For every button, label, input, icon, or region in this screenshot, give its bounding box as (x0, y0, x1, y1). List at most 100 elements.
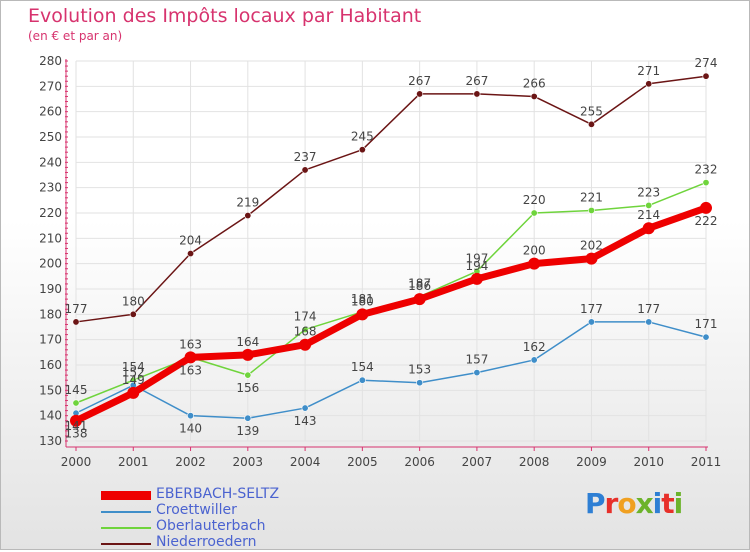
logo-letter: i (673, 487, 684, 520)
data-label: 255 (580, 104, 603, 118)
data-point (700, 201, 712, 214)
x-tick-label: 2007 (462, 455, 493, 469)
data-point (244, 212, 252, 220)
data-label: 163 (179, 337, 202, 351)
data-point (587, 206, 595, 214)
data-label: 138 (65, 427, 88, 441)
data-point (356, 308, 369, 321)
legend-swatch (101, 511, 151, 513)
data-label: 202 (580, 239, 603, 253)
data-label: 174 (294, 310, 317, 324)
data-label: 162 (523, 340, 546, 354)
data-point (358, 146, 366, 154)
data-label: 232 (695, 163, 718, 177)
data-point (642, 222, 655, 235)
series-line-croettwiller (75, 321, 707, 419)
y-tick-label: 130 (39, 434, 62, 448)
data-label: 154 (122, 360, 145, 374)
data-label: 154 (351, 360, 374, 374)
data-label: 197 (465, 251, 488, 265)
legend-label: Oberlauterbach (156, 518, 266, 534)
data-label: 186 (408, 279, 431, 293)
data-label: 214 (637, 208, 660, 222)
proxiti-logo: Proxiti (585, 487, 684, 520)
data-label: 177 (637, 302, 660, 316)
x-tick-label: 2001 (118, 455, 149, 469)
data-point (72, 318, 80, 326)
data-label: 223 (637, 185, 660, 199)
legend-swatch (101, 491, 151, 500)
data-label: 180 (351, 294, 374, 308)
data-label: 143 (294, 414, 317, 428)
legend-label: Croettwiller (156, 502, 237, 518)
y-tick-label: 160 (39, 358, 62, 372)
data-point (702, 179, 710, 187)
data-point (473, 369, 481, 377)
data-point (416, 379, 424, 387)
data-label: 171 (695, 317, 718, 331)
data-label: 267 (408, 74, 431, 88)
data-label: 200 (523, 244, 546, 258)
y-tick-label: 260 (39, 105, 62, 119)
data-label: 221 (580, 190, 603, 204)
logo-letter: t (661, 487, 674, 520)
data-point (129, 310, 137, 318)
data-point (587, 120, 595, 128)
data-point (299, 338, 312, 351)
data-point (70, 414, 82, 427)
logo-letter: x (635, 487, 654, 520)
label-layer: 177 180 204 219 237 245 267 267 266 255 271 274 145 1… (65, 56, 718, 441)
data-label: 181 (351, 292, 374, 306)
series-line-niederroedern (75, 75, 707, 323)
data-point (645, 201, 653, 209)
legend-label: Niederroedern (156, 534, 257, 550)
data-point (702, 333, 710, 341)
y-tick-label: 250 (39, 130, 62, 144)
data-point (587, 318, 595, 326)
data-label: 152 (122, 365, 145, 379)
data-label: 271 (637, 64, 660, 78)
chart-title: Evolution des Impôts locaux par Habitant (28, 5, 422, 27)
data-label: 194 (465, 259, 488, 273)
x-tick-label: 2008 (519, 455, 550, 469)
data-point (187, 250, 195, 258)
logo-letter: P (585, 487, 606, 520)
logo-letter: o (617, 487, 636, 520)
y-tick-label: 220 (39, 206, 62, 220)
legend-swatch (101, 543, 151, 545)
data-point (528, 257, 541, 270)
x-tick-label: 2002 (175, 455, 206, 469)
y-tick-label: 140 (39, 409, 62, 423)
series-line-eberbach-seltz (72, 204, 710, 425)
data-label: 141 (65, 419, 88, 433)
y-tick-label: 190 (39, 282, 62, 296)
y-tick-label: 270 (39, 79, 62, 93)
data-point (416, 90, 424, 98)
data-point (645, 80, 653, 88)
chart-subtitle: (en € et par an) (28, 29, 123, 43)
data-label: 157 (465, 353, 488, 367)
data-point (244, 414, 252, 422)
data-point (301, 404, 309, 412)
data-label: 156 (236, 381, 259, 395)
data-point (301, 166, 309, 174)
data-point (473, 90, 481, 98)
y-tick-label: 210 (39, 231, 62, 245)
data-point (358, 376, 366, 384)
data-label: 145 (65, 383, 88, 397)
data-point (72, 399, 80, 407)
data-point (184, 351, 197, 364)
x-tick-label: 2011 (691, 455, 722, 469)
data-point (413, 293, 426, 306)
data-label: 266 (523, 76, 546, 90)
x-tick-label: 2009 (576, 455, 607, 469)
data-point (645, 318, 653, 326)
data-point (470, 272, 483, 285)
data-label: 187 (408, 277, 431, 291)
y-tick-label: 230 (39, 181, 62, 195)
legend-swatch (101, 527, 151, 529)
data-point (241, 348, 254, 361)
data-label: 140 (179, 422, 202, 436)
data-label: 245 (351, 130, 374, 144)
